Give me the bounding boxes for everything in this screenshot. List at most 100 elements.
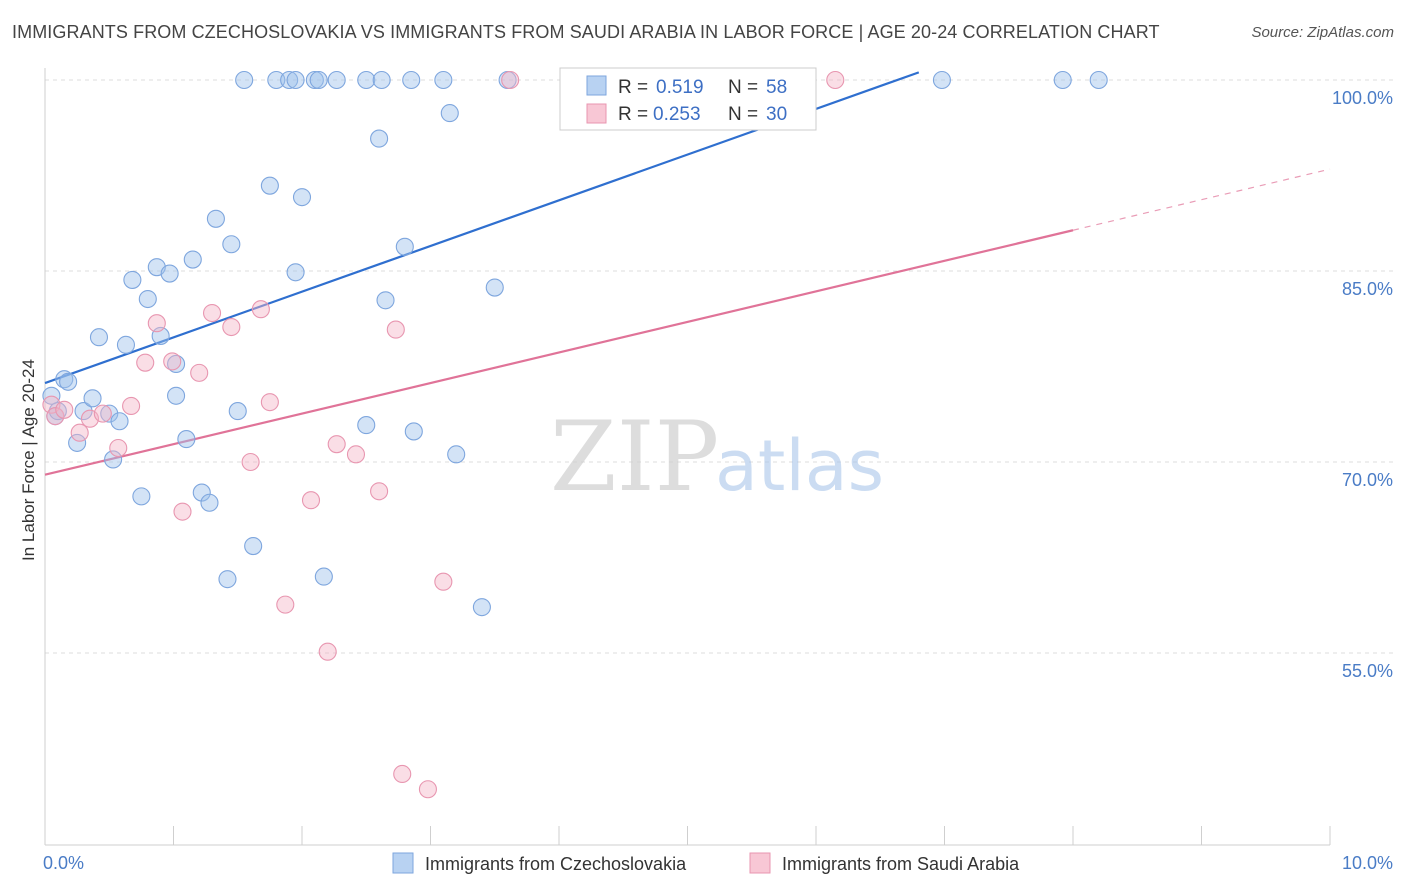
data-point-series-1 bbox=[222, 317, 241, 337]
legend-n-value-saudi-arabia: 30 bbox=[766, 104, 787, 125]
legend-n-value-czechoslovakia: 58 bbox=[766, 77, 787, 98]
data-point-series-1 bbox=[190, 363, 209, 382]
data-points bbox=[42, 70, 1108, 799]
bottom-legend: Immigrants from Czechoslovakia Immigrant… bbox=[392, 852, 1020, 874]
legend: R = 0.519 N = 58 R = 0.253 N = 30 bbox=[559, 67, 817, 131]
y-tick-label: 70.0% bbox=[1342, 470, 1393, 490]
chart-source: Source: ZipAtlas.com bbox=[1251, 24, 1394, 41]
data-point-series-0 bbox=[357, 416, 376, 435]
data-point-series-0 bbox=[286, 263, 305, 282]
data-point-series-0 bbox=[244, 536, 263, 556]
legend-r-value-czechoslovakia: 0.519 bbox=[656, 77, 704, 98]
data-point-series-1 bbox=[147, 314, 166, 333]
data-point-series-0 bbox=[447, 445, 466, 464]
legend-n-label-czechoslovakia: N = bbox=[728, 77, 758, 98]
data-point-series-1 bbox=[55, 400, 74, 419]
data-point-series-1 bbox=[346, 445, 366, 464]
data-point-series-0 bbox=[74, 402, 93, 421]
data-point-series-0 bbox=[177, 430, 196, 449]
data-point-series-0 bbox=[404, 422, 423, 441]
data-point-series-0 bbox=[434, 70, 453, 90]
data-point-series-0 bbox=[357, 70, 376, 90]
data-point-series-0 bbox=[376, 291, 395, 310]
data-point-series-0 bbox=[200, 493, 219, 512]
data-point-series-1 bbox=[251, 300, 270, 319]
data-point-series-1 bbox=[501, 70, 520, 90]
data-point-series-0 bbox=[280, 70, 299, 90]
data-point-series-0 bbox=[267, 70, 286, 90]
y-tick-label: 100.0% bbox=[1332, 88, 1393, 108]
data-point-series-0 bbox=[932, 70, 951, 90]
legend-r-label-czechoslovakia: R = bbox=[618, 77, 648, 98]
data-point-series-1 bbox=[260, 393, 279, 412]
data-point-series-0 bbox=[472, 598, 491, 617]
data-point-series-0 bbox=[160, 264, 179, 283]
data-point-series-0 bbox=[260, 176, 279, 195]
watermark-zip: ZIP bbox=[550, 401, 719, 513]
trend-line-1 bbox=[44, 229, 1074, 476]
data-point-series-0 bbox=[206, 209, 225, 228]
data-point-series-1 bbox=[203, 303, 222, 323]
data-point-series-0 bbox=[402, 70, 421, 90]
data-point-series-0 bbox=[440, 104, 459, 123]
legend-n-label-saudi-arabia: N = bbox=[728, 104, 758, 125]
data-point-series-0 bbox=[235, 70, 254, 90]
bottom-legend-label-saudi-arabia: Immigrants from Saudi Arabia bbox=[782, 854, 1020, 874]
data-point-series-0 bbox=[309, 70, 328, 90]
data-point-series-0 bbox=[395, 237, 414, 256]
legend-swatch-czechoslovakia bbox=[586, 75, 607, 96]
data-point-series-0 bbox=[292, 188, 312, 207]
y-axis-label: In Labor Force | Age 20-24 bbox=[19, 359, 38, 561]
legend-r-label-saudi-arabia: R = bbox=[618, 104, 648, 125]
data-point-series-1 bbox=[318, 642, 337, 661]
data-point-series-0 bbox=[104, 450, 123, 469]
legend-r-value-saudi-arabia: 0.253 bbox=[653, 104, 701, 125]
data-point-series-0 bbox=[370, 129, 389, 148]
data-point-series-0 bbox=[100, 404, 119, 423]
x-tick-label: 10.0% bbox=[1342, 853, 1393, 873]
data-point-series-1 bbox=[434, 572, 453, 591]
data-point-series-0 bbox=[1053, 70, 1072, 90]
data-point-series-0 bbox=[110, 412, 129, 431]
bottom-legend-swatch-czechoslovakia bbox=[392, 852, 414, 874]
data-point-series-0 bbox=[83, 389, 102, 408]
data-point-series-1 bbox=[46, 407, 65, 426]
data-point-series-1 bbox=[393, 764, 412, 784]
data-point-series-1 bbox=[109, 438, 128, 458]
data-point-series-0 bbox=[89, 328, 109, 347]
data-point-series-1 bbox=[327, 435, 346, 454]
data-point-series-0 bbox=[116, 335, 136, 354]
x-tick-label: 0.0% bbox=[43, 853, 84, 873]
data-point-series-0 bbox=[327, 70, 346, 90]
watermark-atlas: atlas bbox=[715, 425, 884, 507]
data-point-series-0 bbox=[59, 372, 78, 391]
bottom-legend-swatch-saudi-arabia bbox=[749, 852, 771, 874]
data-point-series-1 bbox=[93, 404, 112, 423]
watermark: ZIP atlas bbox=[550, 401, 884, 513]
data-point-series-0 bbox=[286, 70, 305, 90]
data-point-series-1 bbox=[173, 502, 192, 521]
data-point-series-0 bbox=[132, 487, 151, 506]
data-point-series-1 bbox=[276, 595, 295, 614]
y-tick-label: 85.0% bbox=[1342, 279, 1393, 299]
y-tick-labels: 100.0% 85.0% 70.0% 55.0% bbox=[1332, 88, 1393, 681]
data-point-series-1 bbox=[136, 353, 155, 372]
data-point-series-1 bbox=[241, 452, 260, 472]
data-point-series-0 bbox=[1089, 70, 1108, 90]
trend-line-extension-1 bbox=[1072, 168, 1331, 231]
axes bbox=[44, 68, 1331, 846]
data-point-series-1 bbox=[163, 352, 182, 371]
data-point-series-0 bbox=[192, 483, 211, 502]
x-tick-labels: 0.0% 10.0% bbox=[43, 853, 1393, 873]
data-point-series-1 bbox=[301, 491, 321, 510]
data-point-series-0 bbox=[372, 70, 391, 90]
data-point-series-1 bbox=[370, 482, 389, 501]
data-point-series-1 bbox=[826, 70, 845, 90]
data-point-series-0 bbox=[183, 250, 202, 269]
data-point-series-0 bbox=[138, 289, 157, 309]
y-tick-label: 55.0% bbox=[1342, 661, 1393, 681]
grid-lines bbox=[45, 79, 1395, 654]
data-point-series-0 bbox=[123, 270, 142, 289]
legend-swatch-saudi-arabia bbox=[586, 103, 607, 124]
